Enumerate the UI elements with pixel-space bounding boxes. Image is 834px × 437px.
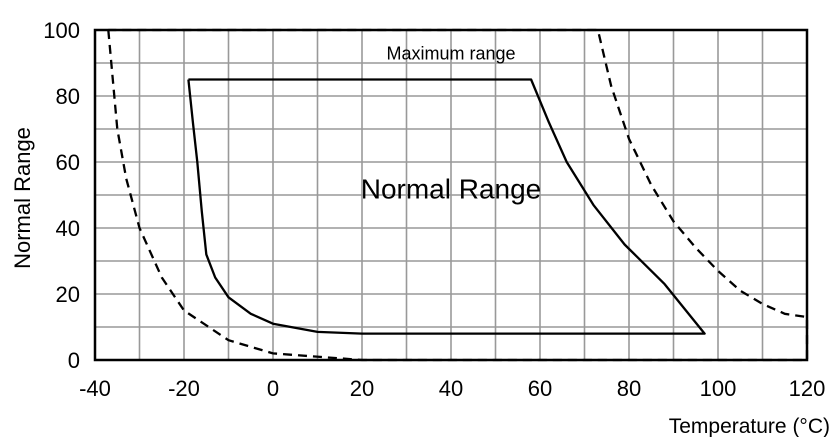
- grid: [95, 30, 807, 360]
- y-tick-label: 0: [68, 348, 80, 373]
- series-layer: [107, 28, 809, 362]
- x-tick-label: -40: [79, 376, 111, 401]
- annotation-maximum-range: Maximum range: [386, 44, 515, 64]
- y-axis-label: Normal Range: [10, 127, 35, 269]
- y-tick-label: 80: [56, 84, 80, 109]
- y-tick-label: 20: [56, 282, 80, 307]
- x-tick-label: 0: [267, 376, 279, 401]
- plot-frame: [93, 28, 809, 362]
- tick-labels: -40 -20 0 20 40 60 80 100 120 0 20 40 60 80 100: [43, 18, 825, 401]
- x-tick-label: -20: [168, 376, 200, 401]
- x-tick-label: 120: [789, 376, 826, 401]
- x-axis-label: Temperature (°C): [669, 415, 830, 437]
- x-tick-label: 100: [700, 376, 737, 401]
- normal-range-boundary: [187, 78, 706, 335]
- x-tick-label: 80: [617, 376, 641, 401]
- y-tick-label: 40: [56, 216, 80, 241]
- x-tick-label: 40: [439, 376, 463, 401]
- x-tick-label: 60: [528, 376, 552, 401]
- y-tick-label: 60: [56, 150, 80, 175]
- maximum-range-boundary: [107, 28, 809, 362]
- y-tick-label: 100: [43, 18, 80, 43]
- annotation-normal-range: Normal Range: [361, 173, 542, 204]
- x-tick-label: 20: [350, 376, 374, 401]
